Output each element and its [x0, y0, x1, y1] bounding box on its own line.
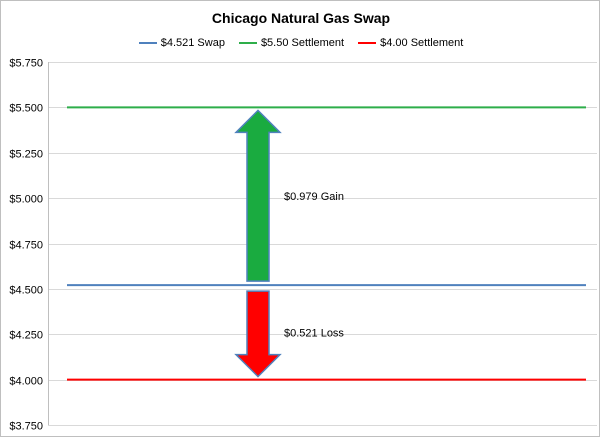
- legend-label-4-00-settlement: $4.00 Settlement: [380, 37, 464, 49]
- legend-item-4-00-settlement: $4.00 Settlement: [358, 37, 463, 49]
- legend-item-swap: $4.521 Swap: [138, 37, 225, 49]
- y-tick-label-4: $4.750: [9, 240, 43, 252]
- chart-title: Chicago Natural Gas Swap: [211, 10, 391, 26]
- annotation-arrow-up: [234, 109, 282, 282]
- y-tick-label-2: $4.250: [9, 330, 43, 342]
- y-tick-label-3: $4.500: [9, 285, 43, 297]
- legend-swatch-swap: [138, 42, 157, 44]
- y-tick-label-6: $5.250: [9, 149, 43, 161]
- annotation-label-up: $0.979 Gain: [284, 191, 344, 203]
- annotation-label-down: $0.521 Loss: [284, 327, 344, 339]
- y-tick-label-7: $5.500: [9, 103, 43, 115]
- y-tick-label-0: $3.750: [9, 421, 43, 433]
- legend-swatch-4-00-settlement: [358, 42, 377, 44]
- legend-item-5-50-settlement: $5.50 Settlement: [238, 37, 345, 49]
- annotation-arrow-down: [234, 290, 282, 378]
- legend-swatch-5-50-settlement: [238, 42, 257, 44]
- legend: $4.521 Swap $5.50 Settlement $4.00 Settl…: [1, 37, 600, 49]
- legend-label-5-50-settlement: $5.50 Settlement: [260, 37, 345, 49]
- y-tick-label-8: $5.750: [9, 58, 43, 70]
- y-tick-label-1: $4.000: [9, 376, 43, 388]
- y-tick-label-5: $5.000: [9, 194, 43, 206]
- legend-label-swap: $4.521 Swap: [160, 37, 225, 49]
